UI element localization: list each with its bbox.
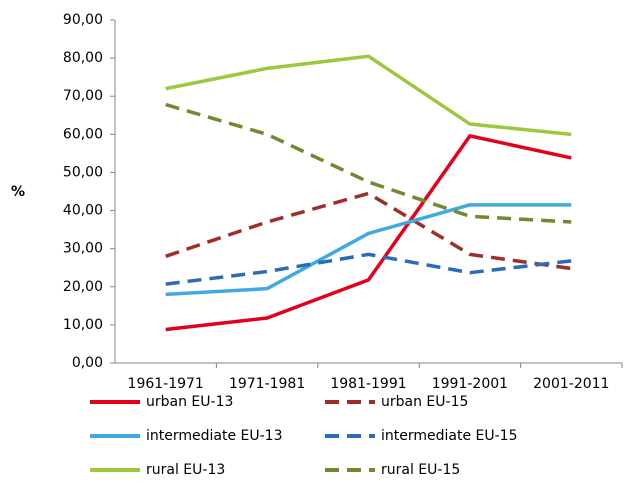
legend-label: rural EU-13 (146, 462, 225, 478)
legend-label: urban EU-13 (146, 394, 233, 410)
y-tick-label: 80,00 (63, 50, 103, 66)
series-line (165, 191, 572, 271)
series-line (165, 102, 572, 224)
x-tick-label: 1981-1991 (330, 376, 406, 392)
y-tick-label: 40,00 (63, 203, 103, 219)
y-axis-label: % (11, 184, 25, 200)
x-tick-label: 1971-1981 (229, 376, 305, 392)
legend-label: intermediate EU-15 (381, 428, 518, 444)
y-tick-label: 20,00 (63, 279, 103, 295)
x-tick-label: 2001-2011 (533, 376, 609, 392)
y-tick-label: 10,00 (63, 317, 103, 333)
y-tick-label: 50,00 (63, 164, 103, 180)
y-tick-label: 60,00 (63, 126, 103, 142)
series-line (165, 54, 572, 137)
legend-label: urban EU-15 (381, 394, 468, 410)
x-tick-label: 1991-2001 (432, 376, 508, 392)
series-line (165, 252, 572, 286)
y-tick-label: 30,00 (63, 241, 103, 257)
series-line (165, 134, 572, 332)
legend-label: rural EU-15 (381, 462, 460, 478)
series-line (165, 203, 572, 297)
x-tick-label: 1961-1971 (128, 376, 204, 392)
y-tick-label: 90,00 (63, 12, 103, 28)
legend-label: intermediate EU-13 (146, 428, 283, 444)
y-tick-label: 70,00 (63, 88, 103, 104)
y-tick-label: 0,00 (72, 355, 103, 371)
